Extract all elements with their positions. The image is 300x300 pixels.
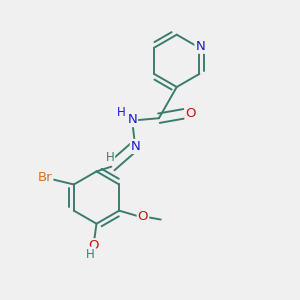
- Text: O: O: [138, 210, 148, 223]
- Text: N: N: [127, 113, 137, 126]
- Text: N: N: [195, 40, 205, 53]
- Text: H: H: [86, 248, 95, 260]
- Text: O: O: [185, 107, 196, 120]
- Text: H: H: [116, 106, 125, 119]
- Text: N: N: [131, 140, 141, 153]
- Text: H: H: [106, 151, 114, 164]
- Text: Br: Br: [38, 171, 52, 184]
- Text: O: O: [88, 239, 99, 252]
